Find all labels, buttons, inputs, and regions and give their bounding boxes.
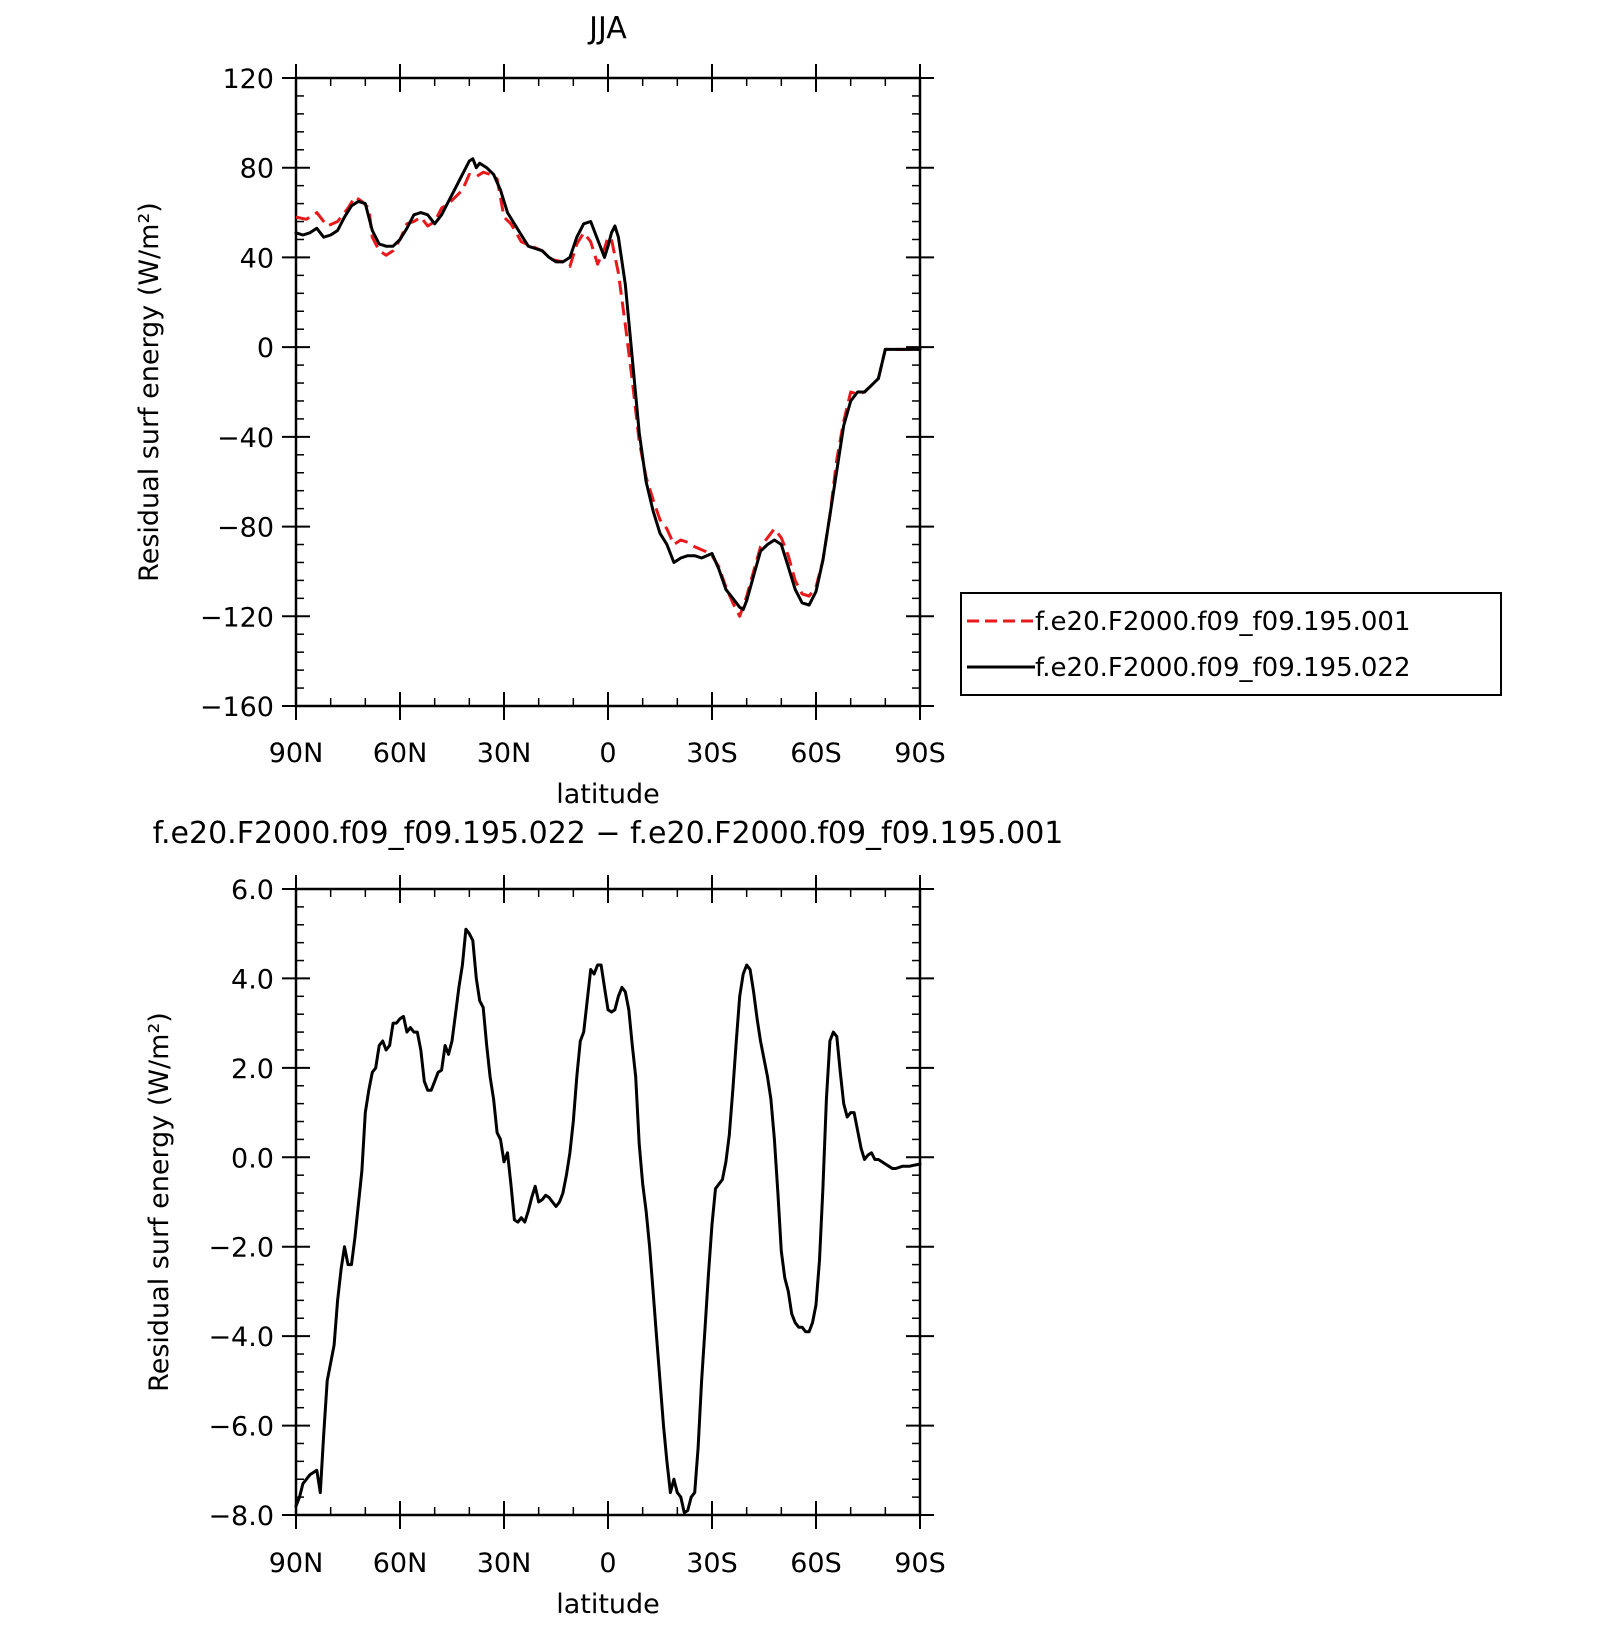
- y-tick-label: −80: [217, 513, 274, 544]
- y-tick-label: −160: [200, 692, 274, 723]
- y-tick-label: 40: [240, 243, 274, 274]
- x-tick-label: 90S: [894, 1548, 946, 1579]
- x-tick-label: 60S: [790, 738, 842, 769]
- y-tick-label: −4.0: [208, 1322, 274, 1353]
- series-line-0: [295, 170, 920, 618]
- top-panel-jja: JJA 120 80 40 0 −40 −80 −120 −160 90N 60N 30N 0 30S 60…: [134, 11, 946, 810]
- y-tick-label: 80: [240, 154, 274, 185]
- x-tick-label: 30N: [477, 1548, 532, 1579]
- chart-title: f.e20.F2000.f09_f09.195.022 − f.e20.F200…: [153, 816, 1064, 851]
- y-tick-label: 120: [222, 64, 274, 95]
- x-tick-label: 90S: [894, 738, 946, 769]
- bottom-panel-difference: f.e20.F2000.f09_f09.195.022 − f.e20.F200…: [144, 816, 1063, 1620]
- y-tick-label: −8.0: [208, 1501, 274, 1532]
- x-tick-label: 60S: [790, 1548, 842, 1579]
- y-tick-label: −2.0: [208, 1233, 274, 1264]
- x-tick-label: 30N: [477, 738, 532, 769]
- x-tick-label: 0: [599, 1548, 616, 1579]
- x-tick-label: 30S: [686, 1548, 738, 1579]
- y-tick-label: 4.0: [231, 964, 274, 995]
- x-tick-label: 60N: [373, 1548, 428, 1579]
- y-tick-label: −40: [217, 423, 274, 454]
- y-tick-label: −6.0: [208, 1412, 274, 1443]
- plot-frame: [294, 76, 922, 708]
- legend-box: [960, 592, 1502, 696]
- series-line-1: [294, 157, 922, 612]
- x-tick-label: 90N: [269, 1548, 324, 1579]
- chart-title: JJA: [587, 11, 627, 46]
- y-axis-label: Residual surf energy (W/m²): [144, 1012, 175, 1392]
- y-axis-label: Residual surf energy (W/m²): [134, 202, 165, 582]
- x-tick-label: 60N: [373, 738, 428, 769]
- legend: f.e20.F2000.f09_f09.195.001 f.e20.F2000.f…: [960, 592, 1502, 696]
- series-line-0: [294, 927, 922, 1515]
- plot-frame: [294, 887, 922, 1517]
- legend-label-1: f.e20.F2000.f09_f09.195.022: [1035, 653, 1411, 683]
- x-tick-label: 0: [599, 738, 616, 769]
- x-tick-label: 90N: [269, 738, 324, 769]
- x-tick-label: 30S: [686, 738, 738, 769]
- y-tick-label: 0.0: [231, 1143, 274, 1174]
- x-axis-label: latitude: [556, 779, 660, 810]
- x-axis-label: latitude: [556, 1589, 660, 1620]
- y-tick-label: 0: [257, 333, 274, 364]
- legend-label-0: f.e20.F2000.f09_f09.195.001: [1035, 607, 1411, 637]
- y-tick-label: 2.0: [231, 1054, 274, 1085]
- y-tick-label: 6.0: [231, 875, 274, 906]
- y-tick-label: −120: [200, 602, 274, 633]
